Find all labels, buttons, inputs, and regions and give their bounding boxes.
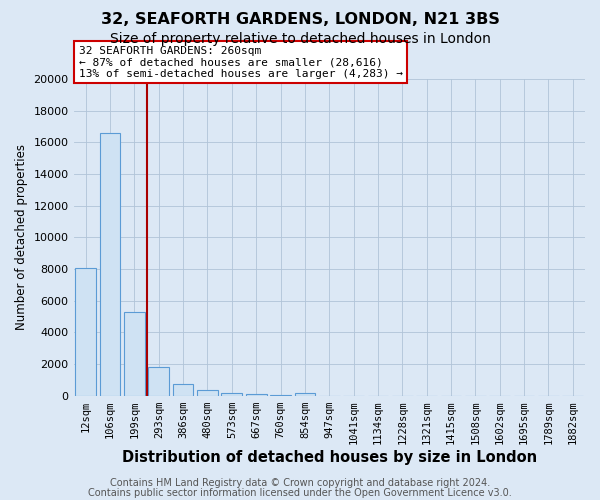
Text: 32, SEAFORTH GARDENS, LONDON, N21 3BS: 32, SEAFORTH GARDENS, LONDON, N21 3BS (101, 12, 499, 28)
Bar (148, 368, 169, 396)
Bar (246, 394, 266, 396)
X-axis label: Distribution of detached houses by size in London: Distribution of detached houses by size … (122, 450, 537, 465)
Bar (221, 392, 242, 396)
Bar (270, 394, 291, 396)
Bar (124, 312, 145, 396)
Text: Contains public sector information licensed under the Open Government Licence v3: Contains public sector information licen… (88, 488, 512, 498)
Text: 32 SEAFORTH GARDENS: 260sqm
← 87% of detached houses are smaller (28,616)
13% of: 32 SEAFORTH GARDENS: 260sqm ← 87% of det… (79, 46, 403, 79)
Bar (197, 390, 218, 396)
Text: Size of property relative to detached houses in London: Size of property relative to detached ho… (110, 32, 490, 46)
Bar (100, 133, 121, 396)
Text: Contains HM Land Registry data © Crown copyright and database right 2024.: Contains HM Land Registry data © Crown c… (110, 478, 490, 488)
Y-axis label: Number of detached properties: Number of detached properties (15, 144, 28, 330)
Bar (76, 268, 96, 396)
Bar (295, 394, 315, 396)
Bar (173, 384, 193, 396)
